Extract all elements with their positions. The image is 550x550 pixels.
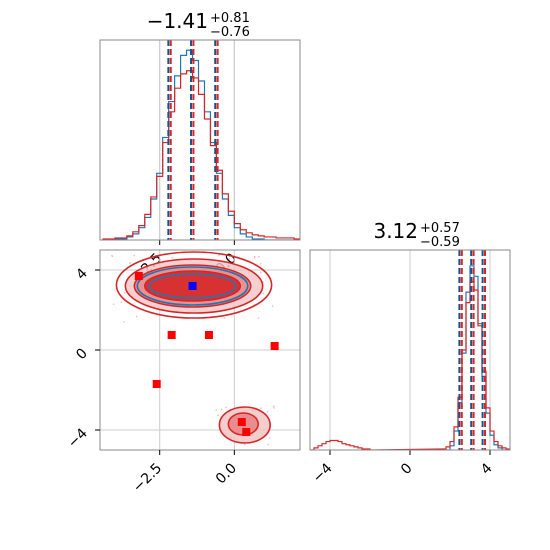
truth-marker-blue: [188, 282, 197, 290]
sample-dot: [112, 303, 115, 305]
sample-dot: [223, 317, 226, 319]
hist-series-2: [310, 280, 510, 450]
sample-dot: [217, 414, 219, 417]
y-tick-label: 0: [73, 346, 91, 364]
panel-title-lower-error: −0.59: [420, 235, 460, 250]
sample-dot: [253, 257, 256, 259]
sample-dot: [259, 263, 262, 265]
truth-marker-red: [270, 342, 279, 350]
sample-dot: [218, 254, 220, 257]
x-tick-label: −4: [310, 460, 336, 486]
histogram-panel-param-1: −2.50.0−1.41+0.81−0.76: [99, 9, 301, 286]
sample-dot: [271, 305, 274, 307]
sample-dot: [123, 291, 126, 294]
x-tick-label: 0: [398, 460, 416, 478]
sample-dot: [266, 410, 269, 413]
truth-marker-red: [204, 331, 213, 339]
y-tick-label: −4: [65, 425, 91, 451]
sample-dot: [272, 405, 275, 408]
truth-marker-red: [152, 380, 161, 388]
sample-dot: [120, 301, 123, 304]
truth-marker-red: [242, 428, 251, 436]
sample-dot: [262, 292, 265, 295]
truth-marker-red: [134, 272, 143, 280]
contour-level: [115, 251, 273, 319]
sample-dot: [129, 262, 131, 264]
panel-title-value: 3.12: [373, 219, 418, 243]
sample-dot: [257, 317, 260, 319]
hist-series-2: [102, 70, 300, 240]
sample-dot: [171, 256, 174, 259]
panel-title-lower-error: −0.76: [210, 25, 250, 40]
scatter-panel: −2.5 0.0 −4 0 4: [65, 249, 301, 496]
sample-dot: [259, 271, 262, 274]
x-tick-label: 4: [478, 460, 496, 478]
sample-dot: [228, 257, 231, 260]
panel-title-value: −1.41: [147, 9, 208, 33]
axes-frame: [99, 39, 301, 241]
hist-series-1: [446, 265, 506, 450]
axes-frame: [309, 249, 511, 451]
sample-dot: [215, 409, 217, 411]
sample-dot: [268, 437, 271, 439]
histogram-panel-param-2: −4 0 4 3.12 +0.57−0.59: [309, 219, 511, 486]
sample-dot: [258, 255, 260, 258]
contour-level: [148, 273, 237, 299]
x-tick-label: 0.0: [213, 460, 240, 487]
sample-dot: [135, 315, 138, 318]
panel-title-upper-error: +0.57: [420, 221, 460, 236]
sample-dot: [273, 407, 275, 409]
sample-dot: [220, 408, 223, 411]
hist-series-1: [102, 49, 300, 240]
x-tick-label: −2.5: [130, 460, 165, 495]
sample-dot: [225, 406, 227, 409]
sample-dot: [253, 255, 256, 258]
truth-marker-red: [167, 331, 176, 339]
sample-dot: [243, 443, 246, 446]
truth-marker-red: [237, 418, 246, 426]
sample-dot: [133, 254, 135, 257]
sample-dot: [260, 407, 262, 409]
y-tick-label: 4: [73, 265, 91, 283]
sample-dot: [111, 255, 114, 258]
sample-dot: [123, 321, 125, 323]
panel-title-upper-error: +0.81: [210, 11, 250, 26]
contour-level: [136, 266, 249, 306]
sample-dot: [267, 443, 270, 446]
